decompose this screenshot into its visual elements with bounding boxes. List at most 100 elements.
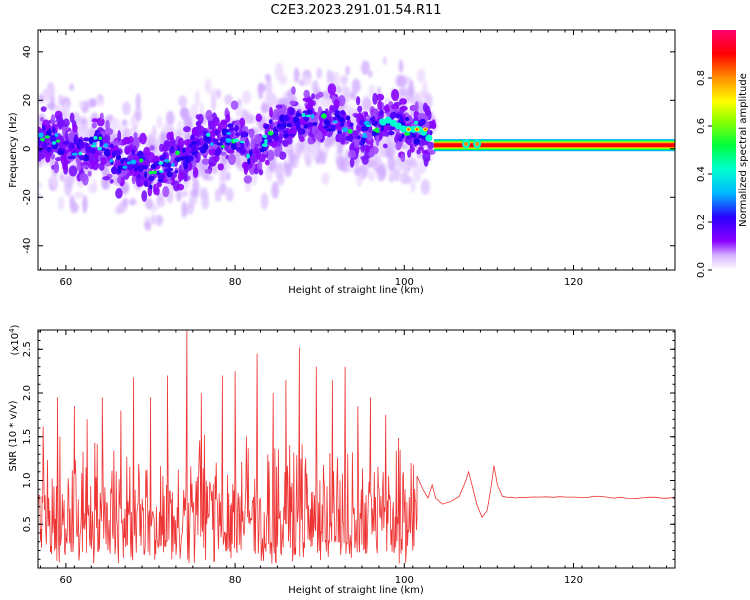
heat-cell-high (359, 141, 365, 146)
snr-y-multiplier: (x104) (8, 324, 21, 355)
heat-cell-low (181, 200, 188, 219)
heat-cell-low (319, 97, 325, 108)
heat-cell-max (415, 128, 419, 131)
heat-cell-low (420, 179, 431, 195)
heat-cell-high (68, 142, 75, 150)
heat-cell-low (410, 180, 416, 193)
heat-cell-mid (255, 113, 263, 122)
heat-cell-peak (159, 170, 164, 173)
heat-cell-high (182, 147, 186, 153)
heat-cell-low (349, 91, 356, 100)
heat-cell-mid (252, 157, 258, 163)
colorbar-tick-label: 0.2 (696, 214, 707, 230)
heat-cell-mid (264, 159, 270, 166)
heat-cell-low (353, 165, 361, 176)
heat-cell-mid (212, 116, 219, 122)
heat-cell-low (316, 67, 323, 79)
heat-cell-high (157, 178, 163, 182)
heat-cell-peak (44, 135, 50, 139)
heat-cell-high (235, 146, 243, 152)
heat-cell-mid (287, 136, 293, 145)
heat-cell-mid (101, 136, 110, 145)
heat-cell-mid (243, 175, 252, 184)
heat-cell-mid (91, 118, 99, 123)
x-tick-label: 120 (564, 575, 583, 586)
heat-cell-high (349, 134, 354, 143)
heat-cell-mid (315, 130, 323, 141)
heat-cell-peak (389, 119, 397, 127)
heat-cell-low (178, 95, 188, 108)
heat-cell-high (230, 142, 237, 151)
heat-cell-mid (109, 178, 114, 184)
figure-title: C2E3.2023.291.01.54.R11 (270, 3, 441, 18)
heat-cell-mid (76, 161, 82, 172)
heat-cell-low (215, 88, 222, 99)
heat-cell-mid (61, 126, 70, 131)
heat-cell-mid (366, 145, 370, 153)
heat-cell-peak (210, 142, 214, 146)
heat-cell-peak (92, 142, 97, 146)
heat-cell-high (120, 158, 124, 164)
heat-cell-high (195, 139, 201, 146)
heat-cell-low (274, 62, 284, 81)
heat-cell-mid (195, 114, 200, 120)
heat-cell-mid (53, 162, 60, 174)
heat-cell-mid (317, 106, 322, 113)
heat-cell-low (52, 175, 57, 190)
heat-cell-peak (425, 134, 433, 142)
heat-cell-high (117, 165, 125, 170)
heat-cell-mid (141, 190, 148, 202)
heat-cell-mid (82, 173, 89, 186)
heat-cell-high (137, 174, 141, 179)
snr-y-ticks: 0.5 1.0 1.5 2.0 2.5 (22, 331, 675, 560)
heat-cell-low (38, 193, 44, 200)
heat-cell-high (379, 109, 384, 117)
heat-cell-low (399, 75, 408, 88)
heat-cell-mid (317, 91, 324, 98)
heat-cell-high (50, 134, 56, 143)
heat-cell-high (273, 126, 277, 133)
heat-cell-low (305, 154, 312, 167)
colorbar-tick-label: 0.6 (696, 118, 707, 134)
heat-cell-high (401, 133, 405, 139)
heat-cell-mid (131, 174, 137, 185)
heat-cell-low (333, 71, 340, 89)
heat-cell-mid (390, 103, 399, 110)
spectrogram-frame (37, 29, 676, 271)
heat-cell-mid (217, 123, 222, 134)
heat-cell-mid (370, 146, 379, 155)
heat-cell-peak (264, 138, 268, 144)
heat-cell-low (368, 70, 373, 78)
heat-cell-low (87, 183, 97, 194)
heat-cell-high (259, 147, 265, 153)
heat-cell-mid (225, 113, 231, 123)
heat-cell-high (159, 155, 164, 161)
x-tick-label: 120 (564, 277, 583, 288)
heat-cell-low (417, 68, 426, 84)
heat-cell-high (333, 116, 337, 121)
heat-cell-peak (148, 170, 154, 175)
heat-cell-peak (226, 132, 232, 135)
heat-cell-high (227, 123, 234, 128)
heat-cell-mid (139, 132, 147, 145)
heat-cell-high (410, 134, 417, 138)
heat-cell-peak (363, 120, 370, 126)
heat-cell-mid (149, 145, 155, 151)
heatmap-layer (38, 56, 675, 231)
heat-cell-mid (179, 171, 184, 181)
heat-cell-high (95, 129, 100, 134)
heat-cell-mid (422, 102, 428, 113)
heat-cell-mid (376, 93, 385, 101)
y-tick-label: 0.5 (22, 516, 33, 532)
heat-cell-mid (382, 143, 388, 149)
y-tick-label: 20 (22, 94, 33, 107)
heat-cell-low (326, 135, 336, 144)
heat-cell-mid (153, 183, 157, 195)
heat-cell-mid (96, 117, 105, 127)
heat-cell-high (234, 124, 239, 132)
heat-cell-low (345, 65, 350, 76)
heat-cell-low (241, 90, 252, 104)
heat-cell-max (407, 128, 410, 131)
heat-cell-low (74, 191, 84, 199)
